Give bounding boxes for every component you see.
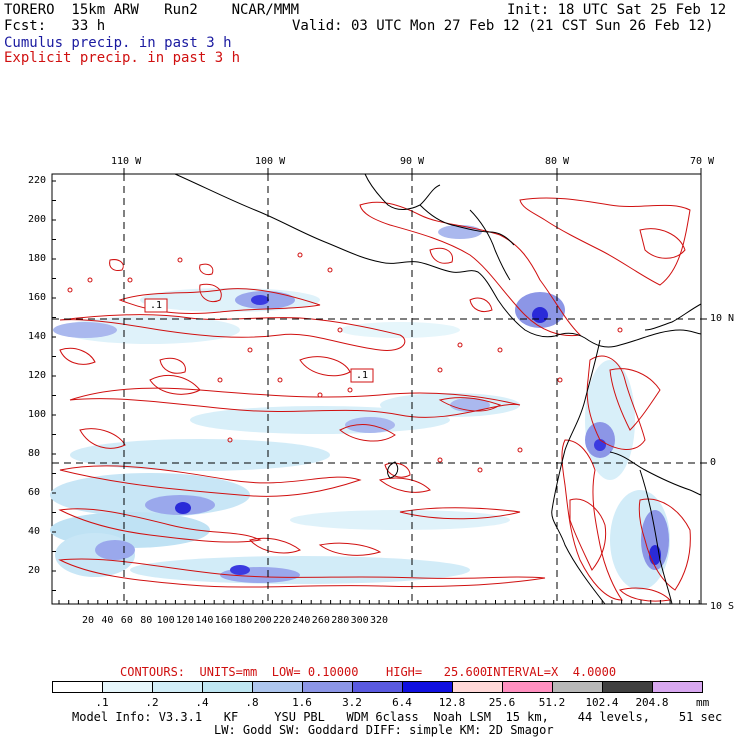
bottom-axis-label: 320 [370, 615, 389, 626]
colorbar-swatch [652, 681, 703, 693]
init-time: Init: 18 UTC Sat 25 Feb 12 [507, 2, 727, 18]
colorbar-swatch [452, 681, 503, 693]
bottom-axis-label: 20 [82, 615, 95, 626]
contour-label-box [144, 298, 168, 313]
colorbar-label: .8 [245, 696, 259, 709]
valid-time: Valid: 03 UTC Mon 27 Feb 12 (21 CST Sun … [292, 18, 714, 34]
top-axis-label: 70 W [690, 156, 715, 167]
right-axis-label: 10 N [710, 313, 735, 324]
colorbar-label: 1.6 [292, 696, 312, 709]
colorbar-label: .4 [195, 696, 209, 709]
top-axis-label: 90 W [400, 156, 425, 167]
colorbar-swatch [102, 681, 153, 693]
bottom-axis-label: 240 [292, 615, 311, 626]
colorbar-label: .2 [145, 696, 159, 709]
contour-high: HIGH= 25.600 [386, 665, 488, 679]
colorbar-swatch [402, 681, 453, 693]
left-axis-label: 160 [28, 292, 47, 303]
colorbar-label: 102.4 [585, 696, 619, 709]
bottom-axis-label: 100 [156, 615, 175, 626]
colorbar-swatch [152, 681, 203, 693]
contour-label: .1 [150, 300, 163, 311]
colorbar-swatch [302, 681, 353, 693]
colorbar-swatch [552, 681, 603, 693]
bottom-axis-label: 220 [273, 615, 292, 626]
colorbar-label: 6.4 [392, 696, 412, 709]
left-axis-label: 60 [28, 487, 41, 498]
contour-label: .1 [356, 370, 369, 381]
colorbar-label: 12.8 [438, 696, 466, 709]
left-axis-label: 100 [28, 409, 47, 420]
bottom-axis-label: 260 [311, 615, 330, 626]
cumulus-precip-label: Cumulus precip. in past 3 h [4, 35, 232, 51]
left-axis-label: 40 [28, 526, 41, 537]
colorbar-swatch [52, 681, 103, 693]
bottom-axis-label: 200 [253, 615, 272, 626]
left-axis-label: 80 [28, 448, 41, 459]
contour-interval: INTERVAL=X 4.0000 [486, 665, 617, 679]
top-axis-label: 80 W [545, 156, 570, 167]
contour-units: CONTOURS: UNITS=mm LOW= 0.10000 [120, 665, 359, 679]
bottom-axis-label: 180 [234, 615, 253, 626]
colorbar-swatch [502, 681, 553, 693]
model-info: Model Info: V3.3.1 KF YSU PBL WDM 6class… [72, 710, 723, 724]
left-axis-label: 220 [28, 175, 47, 186]
colorbar-label: .1 [95, 696, 109, 709]
explicit-precip-contours [58, 197, 691, 602]
bottom-axis-label: 300 [350, 615, 369, 626]
right-axis-label: 10 S [710, 601, 735, 612]
colorbar-label: 204.8 [635, 696, 669, 709]
colorbar-swatch [202, 681, 253, 693]
left-axis-label: 20 [28, 565, 41, 576]
bottom-axis-label: 40 [101, 615, 114, 626]
model-title: TORERO 15km ARW Run2 NCAR/MMM [4, 2, 300, 18]
lat-lon-grid [52, 174, 701, 604]
colorbar-unit: mm [696, 696, 710, 709]
colorbar-label: 51.2 [538, 696, 566, 709]
colorbar-label: 3.2 [342, 696, 362, 709]
contour-label-box [350, 368, 374, 383]
colorbar-swatch [352, 681, 403, 693]
bottom-axis-label: 60 [120, 615, 133, 626]
bottom-axis-label: 280 [331, 615, 350, 626]
forecast-hour: Fcst: 33 h [4, 18, 106, 34]
right-axis-label: 0 [710, 457, 717, 468]
colorbar-label: 25.6 [488, 696, 516, 709]
top-axis-label: 100 W [255, 156, 286, 167]
left-axis-label: 200 [28, 214, 47, 225]
top-axis-label: 110 W [111, 156, 142, 167]
cumulus-precip-shading [50, 225, 670, 590]
left-axis-label: 140 [28, 331, 47, 342]
bottom-axis-label: 80 [140, 615, 153, 626]
colorbar-swatch [252, 681, 303, 693]
model-physics: LW: Godd SW: Goddard DIFF: simple KM: 2D… [214, 723, 554, 737]
bottom-axis-label: 160 [214, 615, 233, 626]
coastlines [174, 173, 702, 605]
colorbar-swatch [602, 681, 653, 693]
bottom-axis-label: 140 [195, 615, 214, 626]
left-axis-label: 180 [28, 253, 47, 264]
map-frame [51, 173, 702, 605]
left-axis-label: 120 [28, 370, 47, 381]
bottom-axis-label: 120 [176, 615, 195, 626]
explicit-precip-label: Explicit precip. in past 3 h [4, 50, 241, 66]
